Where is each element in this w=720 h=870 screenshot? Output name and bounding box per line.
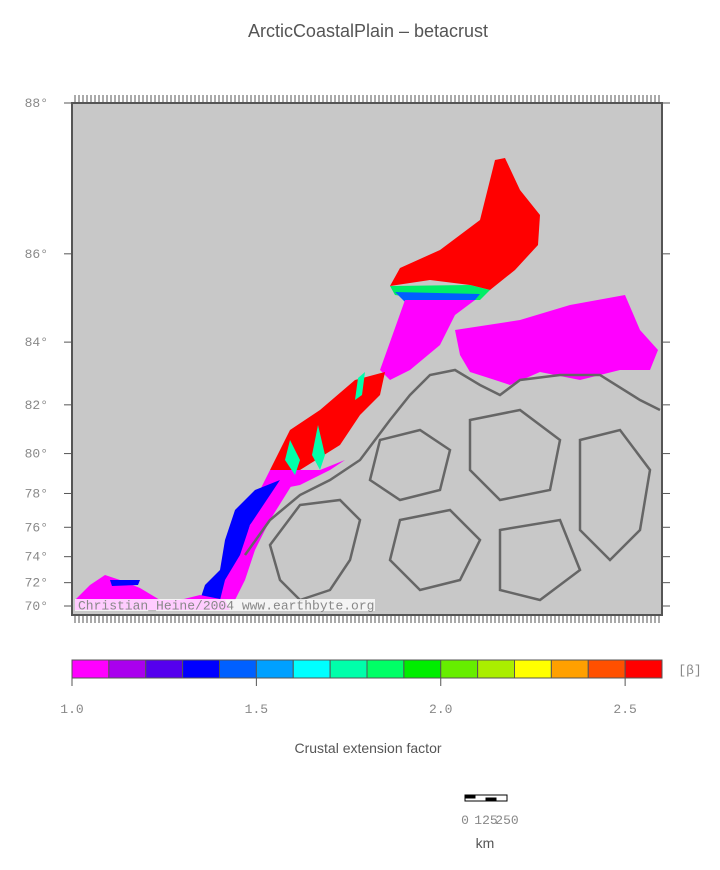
scale-tick-label: 250 [495,813,518,828]
colorbar-swatch [145,659,184,679]
colorbar-swatch [403,659,442,679]
scale-tick-label: 125 [474,813,497,828]
colorbar-swatch [550,659,589,679]
colorbar-swatch [71,659,110,679]
lat-label: 72° [25,576,48,591]
colorbar-tick-label: 1.5 [245,702,268,717]
colorbar-swatch [514,659,552,679]
lat-label: 78° [25,486,48,501]
colorbar-swatch [587,659,626,679]
colorbar-swatch [329,659,368,679]
colorbar-tick-label: 2.0 [429,702,452,717]
colorbar-tick-label: 1.0 [60,702,83,717]
lat-label: 76° [25,520,48,535]
colorbar-swatch [219,659,257,679]
credit: Christian_Heine/2004 www.earthbyte.org [78,598,374,613]
colorbar-swatch [108,659,147,679]
colorbar-swatch [624,659,663,679]
lat-label: 88° [25,96,48,111]
colorbar-swatch [182,659,220,679]
lat-label: 80° [25,447,48,462]
lat-label: 84° [25,335,48,350]
credit-box [75,599,375,611]
colorbar-swatch [292,659,331,679]
colorbar-label: Crustal extension factor [294,740,441,756]
colorbar-tick-label: 2.5 [613,702,636,717]
colorbar-swatch [255,659,294,679]
lat-label: 86° [25,247,48,262]
lat-label: 70° [25,599,48,614]
lat-label: 74° [25,550,48,565]
title: ArcticCoastalPlain – betacrust [248,21,488,41]
colorbar-swatch [477,659,515,679]
scale-unit: km [476,835,495,851]
colorbar-swatch [440,659,479,679]
scale-bar [464,794,508,802]
colorbar-swatch [366,659,405,679]
scale-tick-label: 0 [461,813,469,828]
lat-label: 82° [25,398,48,413]
colorbar-unit: [β] [678,663,701,678]
